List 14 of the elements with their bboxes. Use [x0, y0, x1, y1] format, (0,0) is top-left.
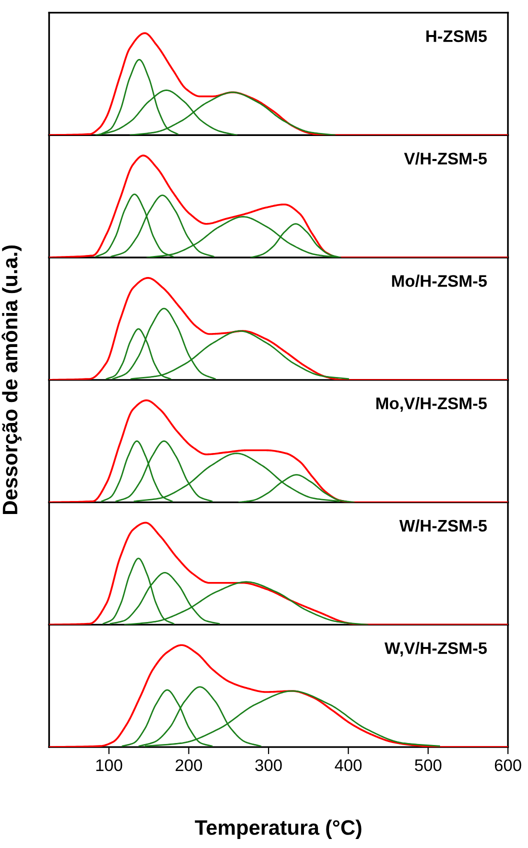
annotation: Mo,V/H-ZSM-5	[376, 397, 487, 412]
annotation: W/H-ZSM-5	[399, 519, 487, 532]
x-tick-label: 300	[255, 759, 282, 772]
x-tick-label: 100	[96, 759, 122, 772]
x-tick-label: 500	[414, 759, 442, 772]
annotation: H-ZSM5	[426, 30, 487, 42]
y-axis-title: Dessorção de amônia (u.a.)	[2, 245, 22, 514]
x-axis-title: Temperatura (°C)	[194, 820, 362, 840]
x-tick-label: 200	[176, 759, 202, 772]
x-tick-label: 600	[494, 759, 522, 772]
x-tick-label: 400	[334, 759, 362, 772]
annotation: Mo/H-ZSM-5	[392, 274, 487, 288]
annotation: V/H-ZSM-5	[404, 152, 487, 165]
annotation: W,V/H-ZSM-5	[384, 642, 487, 656]
